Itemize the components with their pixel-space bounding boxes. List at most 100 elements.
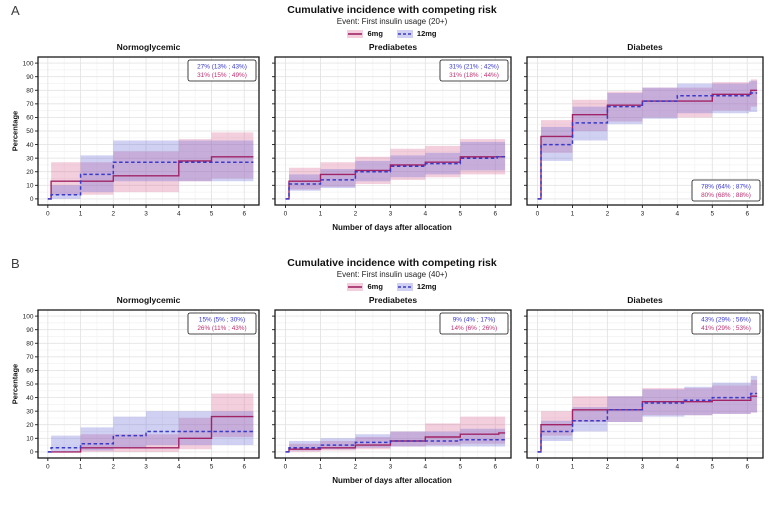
- x-tick-label: 4: [424, 464, 428, 471]
- x-tick-label: 3: [389, 464, 393, 471]
- x-tick-label: 4: [177, 464, 181, 471]
- legend-item-12mg: 12mg: [396, 29, 437, 38]
- subplot-title: Diabetes: [627, 295, 663, 305]
- x-tick-label: 3: [641, 464, 645, 471]
- panel-b: B Cumulative incidence with competing ri…: [0, 253, 784, 486]
- legend-swatch-12mg-icon: [396, 29, 413, 38]
- step-line-6mg: [285, 156, 506, 200]
- legend-label-6mg: 6mg: [367, 29, 383, 38]
- x-tick-label: 2: [606, 464, 610, 471]
- x-tick-label: 5: [458, 464, 462, 471]
- step-line-12mg: [47, 161, 254, 200]
- subplot-normoglycemic: Normoglycemic 0 1 2 3 4 5 6 0 10 20 30 40 50 60 70 80 90 1…: [10, 294, 264, 478]
- x-tick-label: 4: [676, 211, 680, 218]
- y-tick-label: 30: [26, 155, 34, 162]
- y-tick-label: 0: [30, 196, 34, 203]
- confidence-band-6mg: [51, 132, 254, 195]
- confidence-band-6mg: [541, 79, 758, 153]
- x-tick-label: 5: [210, 464, 214, 471]
- annotation-text-12mg: 15% (5% ; 30%): [199, 316, 245, 323]
- x-tick-label: 5: [710, 211, 714, 218]
- legend-swatch-6mg-icon: [347, 29, 364, 38]
- x-tick-label: 0: [536, 211, 540, 218]
- legend-item-6mg: 6mg: [347, 29, 383, 38]
- panel-b-subtitle: Event: First insulin usage (40+): [336, 270, 448, 279]
- step-line-12mg: [537, 92, 758, 200]
- x-tick-label: 0: [46, 211, 50, 218]
- x-axis-label: Number of days after allocation: [332, 476, 452, 485]
- panel-a-label: A: [11, 3, 20, 18]
- x-tick-label: 3: [144, 211, 148, 218]
- y-tick-label: 30: [26, 408, 34, 415]
- x-tick-label: 2: [606, 211, 610, 218]
- y-tick-label: 90: [26, 74, 34, 81]
- panel-a-title: Cumulative incidence with competing risk: [287, 4, 497, 16]
- x-tick-label: 0: [284, 464, 288, 471]
- y-tick-label: 40: [26, 142, 34, 149]
- x-axis-label: Number of days after allocation: [332, 223, 452, 232]
- subplot-prediabetes: Prediabetes 0 1 2 3 4 5 6 9% (4% ; 17%) 14% (6% ;…: [270, 294, 516, 478]
- x-tick-label: 2: [111, 211, 115, 218]
- subplot-title: Normoglycemic: [116, 42, 181, 52]
- subplot-prediabetes: Prediabetes 0 1 2 3 4 5 6 31% (21% ; 42%) 31% (18…: [270, 41, 516, 225]
- legend-swatch-6mg-icon: [347, 282, 364, 291]
- y-tick-label: 90: [26, 327, 34, 334]
- annotation-text-6mg: 41% (29% ; 53%): [701, 325, 751, 332]
- x-tick-label: 6: [745, 464, 749, 471]
- legend-item-6mg: 6mg: [347, 282, 383, 291]
- confidence-band-12mg: [51, 411, 254, 452]
- y-tick-label: 80: [26, 87, 34, 94]
- x-tick-label: 1: [319, 464, 323, 471]
- x-tick-label: 3: [641, 211, 645, 218]
- annotation-box: [691, 179, 761, 202]
- confidence-band-12mg: [541, 80, 758, 161]
- plot-canvas-prediabetes: 0 1 2 3 4 5 6 9% (4% ; 17%) 14% (6% ; 26%): [272, 309, 512, 471]
- x-tick-label: 1: [571, 464, 575, 471]
- x-tick-label: 5: [210, 211, 214, 218]
- plots-row: Normoglycemic 0 1 2 3 4 5 6 0 10 20 30 40 50 60 70 80 90 1…: [0, 41, 784, 225]
- y-tick-label: 70: [26, 354, 34, 361]
- y-tick-label: 80: [26, 340, 34, 347]
- panel-a-subtitle: Event: First insulin usage (20+): [336, 17, 448, 26]
- confidence-band-6mg: [541, 379, 758, 436]
- y-tick-label: 40: [26, 395, 34, 402]
- x-tick-label: 4: [676, 464, 680, 471]
- annotation-box: [187, 59, 257, 82]
- annotation-text-12mg: 78% (64% ; 87%): [701, 183, 751, 190]
- x-tick-label: 0: [536, 464, 540, 471]
- annotation-box: [439, 59, 509, 82]
- x-tick-label: 6: [493, 464, 497, 471]
- x-tick-label: 3: [144, 464, 148, 471]
- annotation-text-6mg: 14% (6% ; 26%): [451, 325, 497, 332]
- subplot-title: Prediabetes: [368, 295, 418, 305]
- panel-b-title: Cumulative incidence with competing risk: [287, 257, 497, 269]
- y-tick-label: 0: [30, 449, 34, 456]
- annotation-text-6mg: 26% (11% ; 43%): [197, 325, 246, 332]
- annotation-text-6mg: 31% (18% ; 44%): [449, 72, 499, 79]
- x-tick-label: 0: [46, 464, 50, 471]
- x-tick-label: 1: [79, 464, 83, 471]
- x-tick-label: 2: [354, 464, 358, 471]
- x-tick-label: 1: [79, 211, 83, 218]
- annotation-text-12mg: 31% (21% ; 42%): [449, 63, 499, 70]
- y-tick-label: 100: [23, 60, 34, 67]
- plot-canvas-diabetes: 0 1 2 3 4 5 6 78% (64% ; 87%) 80% (68% ; 88%): [524, 56, 764, 218]
- panel-b-label: B: [11, 256, 20, 271]
- legend-label-12mg: 12mg: [416, 282, 437, 291]
- subplot-diabetes: Diabetes 0 1 2 3 4 5 6 78% (64% ; 87%) 80% (68% ;…: [522, 41, 768, 225]
- annotation-box: [187, 312, 257, 335]
- x-tick-label: 4: [424, 211, 428, 218]
- x-tick-label: 2: [111, 464, 115, 471]
- confidence-band-12mg: [541, 375, 758, 441]
- plots-row: Normoglycemic 0 1 2 3 4 5 6 0 10 20 30 40 50 60 70 80 90 1…: [0, 294, 784, 478]
- plot-canvas-prediabetes: 0 1 2 3 4 5 6 31% (21% ; 42%) 31% (18% ; 44%): [272, 56, 512, 218]
- annotation-text-12mg: 9% (4% ; 17%): [453, 316, 496, 323]
- y-tick-label: 50: [26, 128, 34, 135]
- x-tick-label: 6: [242, 464, 246, 471]
- confidence-band-12mg: [289, 428, 506, 451]
- legend: 6mg 12mg: [0, 281, 784, 292]
- legend-label-6mg: 6mg: [367, 282, 383, 291]
- x-tick-label: 5: [458, 211, 462, 218]
- y-axis-label: Percentage: [11, 111, 20, 151]
- confidence-band-6mg: [80, 393, 254, 452]
